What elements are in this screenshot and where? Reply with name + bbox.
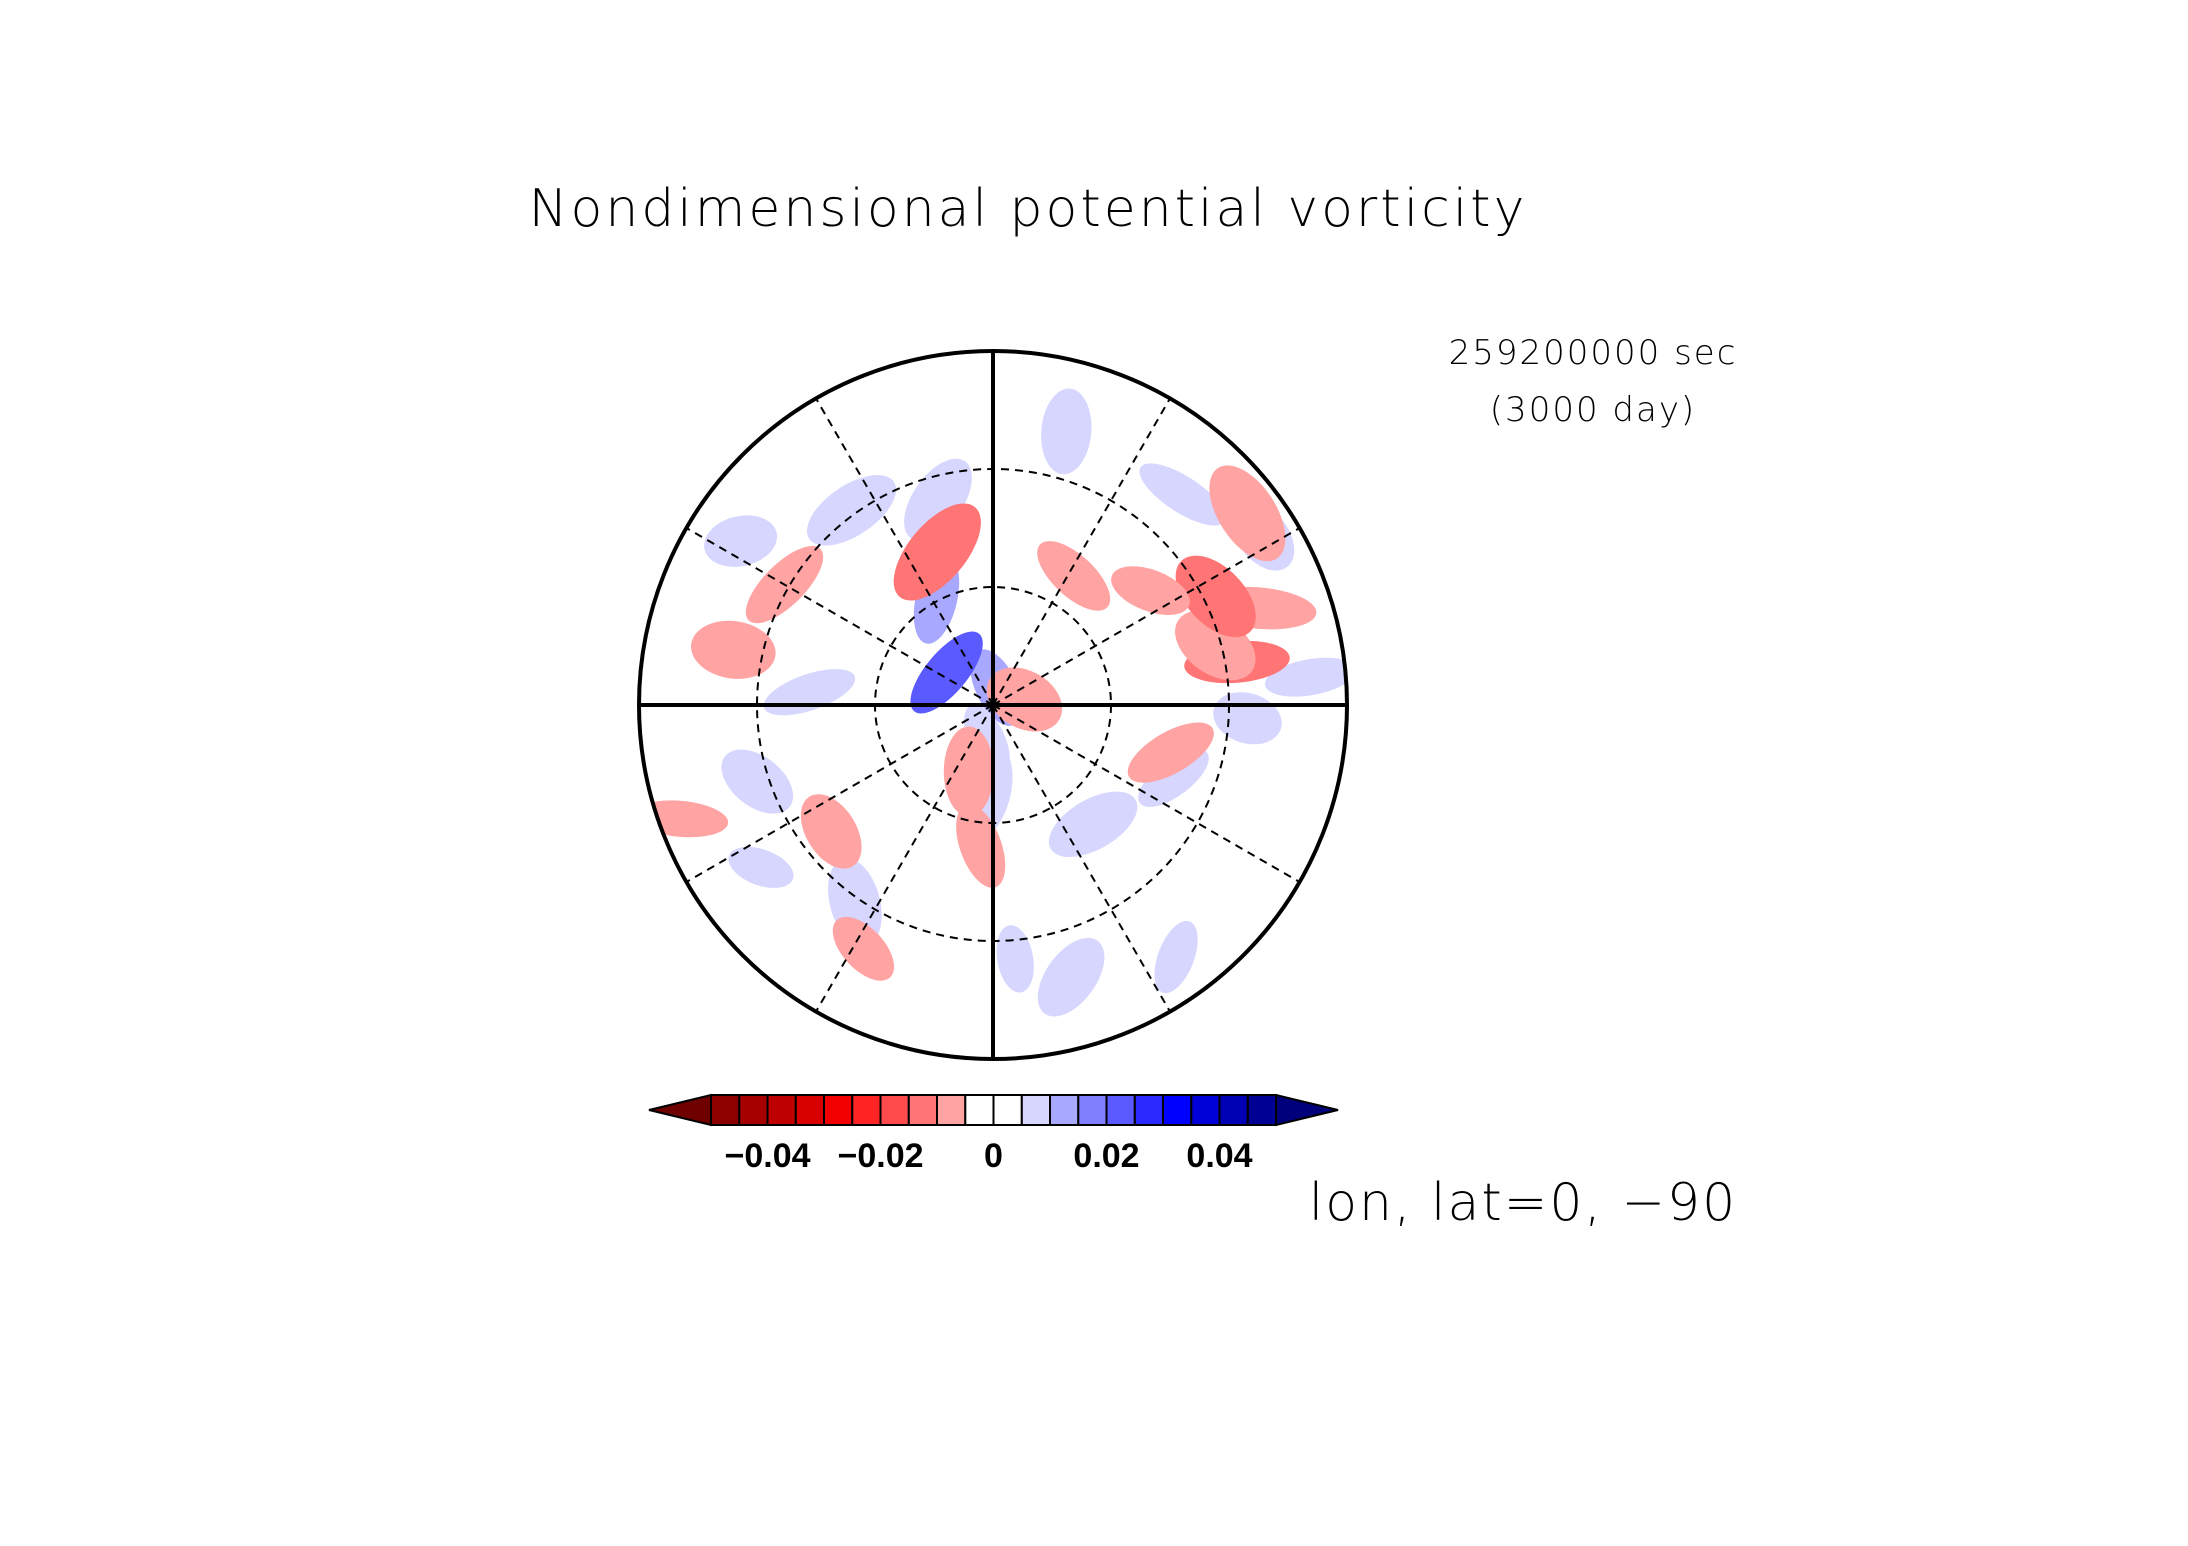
positive-contour-patch (704, 515, 778, 567)
meridian-line (992, 704, 1301, 883)
colorbar-swatch (964, 1094, 995, 1126)
meridian-line (815, 397, 994, 706)
time-label: 259200000 sec (1449, 333, 1738, 373)
colorbar-swatch (1218, 1094, 1249, 1126)
positive-contour-patch (721, 749, 794, 814)
negative-contour-patch (1111, 566, 1190, 615)
negative-contour-patch (832, 916, 895, 981)
colorbar-swatch (1049, 1094, 1080, 1126)
colorbar-swatch (794, 1094, 826, 1126)
positive-contour-patch (1213, 692, 1282, 745)
colorbar-swatch (851, 1094, 882, 1126)
positive-contour-patch (806, 475, 897, 546)
negative-contour-patch (1175, 555, 1256, 638)
colorbar-tick-label: 0 (984, 1137, 1003, 1175)
colorbar-swatch (1020, 1094, 1052, 1126)
positive-contour-patch (1264, 657, 1347, 697)
day-label: (3000 day) (1490, 390, 1696, 430)
meridian-line (685, 527, 994, 706)
negative-contour-patch (986, 667, 1063, 732)
meridian-line (685, 704, 994, 883)
colorbar-swatch (907, 1094, 939, 1126)
meridian-line (992, 704, 1171, 1013)
colorbar-swatch (1190, 1094, 1221, 1126)
colorbar-extend-high (1275, 1093, 1339, 1127)
positive-contour-patch (763, 669, 856, 716)
colorbar-swatch (766, 1094, 797, 1126)
colorbar-swatch (1105, 1094, 1136, 1126)
polar-plot (637, 349, 1349, 1061)
negative-contour-patch (639, 800, 729, 838)
colorbar-swatch (823, 1094, 854, 1126)
positive-contour-patch (728, 846, 794, 888)
positive-contour-patch (996, 925, 1034, 993)
polar-grid (639, 351, 1347, 1059)
colorbar: −0.04 −0.02 0 0.02 0.04 (648, 1093, 1339, 1175)
negative-contour-patch (800, 794, 862, 869)
positive-contour-patch (910, 631, 983, 714)
positive-contour-patch (904, 458, 972, 541)
negative-contour-patch (1127, 722, 1214, 783)
negative-contour-patch (1209, 465, 1286, 562)
negative-contour-patch (943, 726, 994, 817)
colorbar-swatch (879, 1094, 910, 1126)
colorbar-swatch (1133, 1094, 1165, 1126)
colorbar-tick-label: 0.04 (1186, 1137, 1252, 1175)
colorbar-tick-label: 0.02 (1073, 1137, 1139, 1175)
colorbar-swatch (738, 1094, 769, 1126)
axis-label: lon, lat=0, −90 (1309, 1173, 1737, 1233)
negative-contour-patch (893, 503, 981, 601)
colorbar-extend-low (648, 1093, 712, 1127)
colorbar-swatch (1077, 1094, 1108, 1126)
positive-contour-patch (1154, 920, 1198, 994)
colorbar-swatch (936, 1094, 967, 1126)
positive-contour-patch (1139, 463, 1226, 526)
plot-boundary (637, 349, 1349, 1061)
negative-contour-patch (1037, 541, 1111, 611)
colorbar-swatch (992, 1094, 1023, 1126)
meridian-line (815, 704, 994, 1013)
positive-contour-patch (1037, 937, 1105, 1017)
meridian-line (992, 527, 1301, 706)
meridian-line (992, 397, 1171, 706)
negative-contour-patch (691, 620, 776, 679)
colorbar-swatch (1162, 1094, 1193, 1126)
positive-contour-patch (1048, 791, 1138, 857)
chart-title: Nondimensional potential vorticity (529, 179, 1528, 239)
colorbar-tick-label: −0.04 (724, 1137, 810, 1175)
positive-contour-patch (1041, 388, 1092, 475)
colorbar-tick-label: −0.02 (837, 1137, 923, 1175)
colorbar-swatch (710, 1094, 741, 1126)
colorbar-swatch (1246, 1094, 1278, 1126)
